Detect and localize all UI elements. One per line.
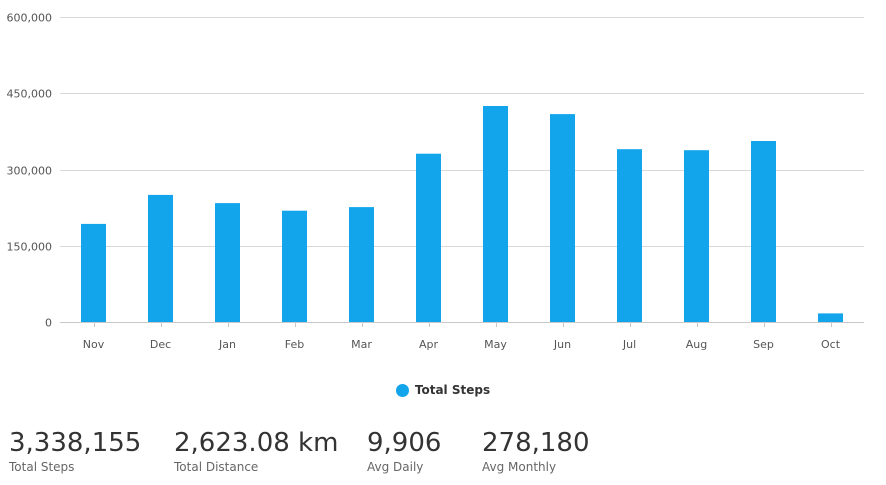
stat-total-steps: 3,338,155 Total Steps: [9, 426, 141, 474]
bar-jun: [550, 114, 575, 322]
bar-sep: [751, 141, 776, 322]
x-tick-label: Oct: [821, 338, 841, 351]
x-tick-label: Jun: [553, 338, 571, 351]
x-tick-label: Aug: [686, 338, 707, 351]
x-tick-label: Apr: [419, 338, 439, 351]
bar-mar: [349, 207, 374, 322]
bar-feb: [282, 210, 307, 322]
bar-may: [483, 106, 508, 322]
stat-value: 3,338,155: [9, 428, 142, 458]
x-tick-label: Sep: [753, 338, 774, 351]
x-tick-label: Nov: [83, 338, 105, 351]
x-tick-label: Dec: [150, 338, 171, 351]
stat-avg-monthly: 278,180 Avg Monthly: [482, 426, 590, 474]
chart-svg: 0 150,000 300,000 450,000 600,000 Nov Dec Jan Fe…: [7, 12, 864, 351]
stat-total-distance: 2,623.08 km Total Distance: [174, 426, 338, 474]
bar-oct: [818, 313, 843, 322]
legend-swatch-icon: [395, 383, 409, 397]
stat-label: Avg Daily: [367, 460, 424, 474]
bar-apr: [416, 153, 441, 322]
stat-label: Total Distance: [174, 460, 259, 474]
legend-item-total-steps[interactable]: Total Steps: [395, 383, 491, 397]
x-tick-label: May: [484, 338, 507, 351]
y-tick-label: 300,000: [7, 165, 53, 178]
bar-aug: [684, 150, 709, 322]
summary-stats: 3,338,155 Total Steps 2,623.08 km Total …: [0, 426, 886, 481]
y-tick-label: 0: [45, 317, 52, 330]
bar-dec: [148, 194, 173, 322]
stat-label: Total Steps: [9, 460, 75, 474]
bar-jul: [617, 149, 642, 322]
x-tick-label: Mar: [351, 338, 372, 351]
y-tick-label: 450,000: [7, 88, 53, 101]
stat-value: 278,180: [482, 428, 590, 458]
x-tick-label: Jul: [622, 338, 636, 351]
x-tick-label: Feb: [285, 338, 304, 351]
stat-value: 9,906: [367, 428, 442, 458]
x-tick-label: Jan: [218, 338, 236, 351]
bar-nov: [81, 223, 106, 322]
bar-chart: 0 150,000 300,000 450,000 600,000 Nov Dec Jan Fe…: [7, 12, 864, 351]
legend-label: Total Steps: [414, 383, 491, 397]
stat-avg-daily: 9,906 Avg Daily: [367, 426, 441, 474]
y-tick-label: 150,000: [7, 241, 53, 254]
y-tick-label: 600,000: [7, 12, 53, 25]
stat-label: Avg Monthly: [482, 460, 557, 474]
stat-value: 2,623.08 km: [174, 428, 339, 458]
chart-legend: Total Steps: [0, 383, 886, 397]
bar-jan: [215, 203, 240, 322]
